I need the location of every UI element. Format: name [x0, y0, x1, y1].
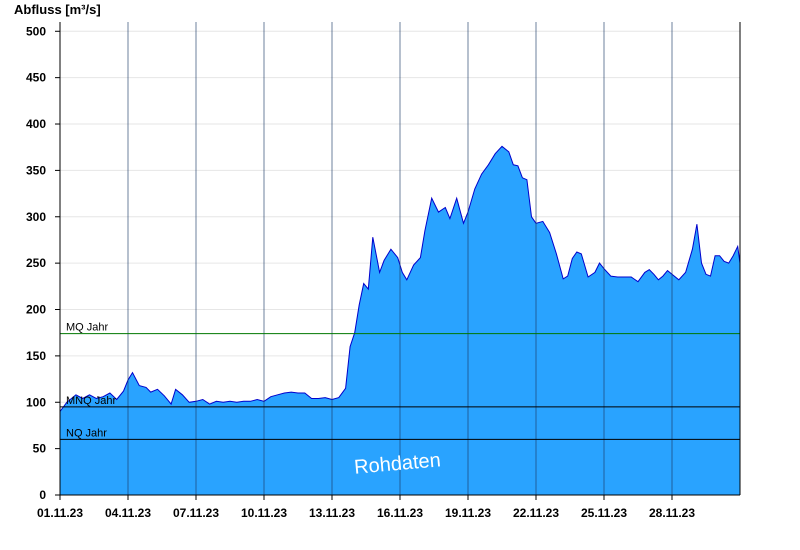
y-tick-label: 100 [26, 395, 46, 409]
reference-lines: MQ Jahr MNQ Jahr NQ Jahr [60, 322, 740, 440]
x-tick-label: 22.11.23 [513, 506, 559, 520]
x-tick-label: 10.11.23 [241, 506, 287, 520]
x-tick-label: 01.11.23 [37, 506, 83, 520]
x-tick-label: 25.11.23 [581, 506, 627, 520]
y-tick-label: 150 [26, 349, 46, 363]
reference-line-label: MNQ Jahr [66, 395, 116, 407]
y-tick-label: 400 [26, 117, 46, 131]
y-tick-label: 350 [26, 163, 46, 177]
y-tick-label: 250 [26, 256, 46, 270]
y-tick-label: 50 [33, 442, 47, 456]
x-tick-label: 28.11.23 [649, 506, 695, 520]
x-tick-label: 04.11.23 [105, 506, 151, 520]
y-axis-label: Abfluss [m³/s] [14, 2, 101, 17]
y-tick-label: 200 [26, 303, 46, 317]
x-ticks: 01.11.23 04.11.23 07.11.23 10.11.23 13.11.23… [37, 495, 695, 520]
reference-line-label: NQ Jahr [66, 427, 107, 439]
y-tick-label: 500 [26, 24, 46, 38]
x-tick-label: 19.11.23 [445, 506, 491, 520]
y-ticks: 0 50 100 150 200 250 300 350 400 450 500 [26, 24, 60, 502]
y-tick-label: 300 [26, 210, 46, 224]
x-tick-label: 13.11.23 [309, 506, 355, 520]
y-tick-label: 450 [26, 71, 46, 85]
x-tick-label: 07.11.23 [173, 506, 219, 520]
reference-line-label: MQ Jahr [66, 322, 109, 334]
y-tick-label: 0 [39, 488, 46, 502]
x-tick-label: 16.11.23 [377, 506, 423, 520]
discharge-line [59, 145, 741, 412]
